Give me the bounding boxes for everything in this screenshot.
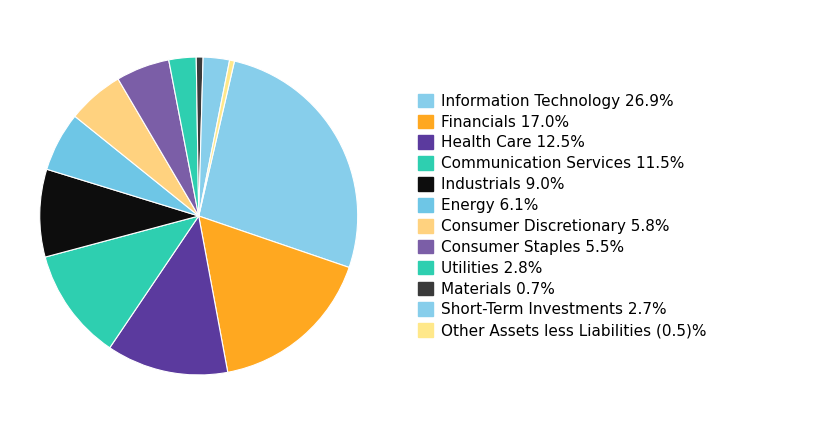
Wedge shape — [45, 216, 198, 348]
Wedge shape — [46, 116, 198, 216]
Wedge shape — [198, 60, 234, 216]
Wedge shape — [198, 61, 357, 267]
Wedge shape — [198, 216, 349, 372]
Wedge shape — [40, 169, 198, 257]
Wedge shape — [169, 57, 198, 216]
Legend: Information Technology 26.9%, Financials 17.0%, Health Care 12.5%, Communication: Information Technology 26.9%, Financials… — [413, 89, 710, 343]
Wedge shape — [110, 216, 227, 375]
Wedge shape — [118, 60, 198, 216]
Wedge shape — [74, 79, 198, 216]
Wedge shape — [198, 57, 229, 216]
Wedge shape — [196, 57, 203, 216]
